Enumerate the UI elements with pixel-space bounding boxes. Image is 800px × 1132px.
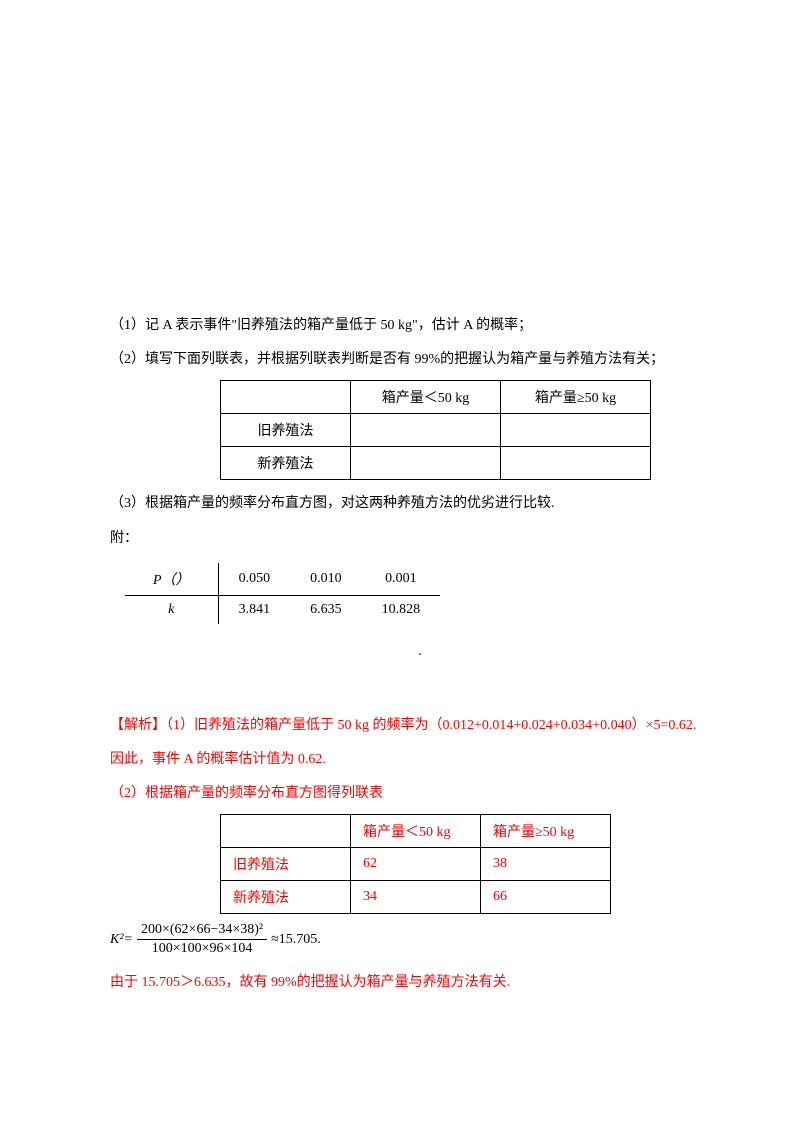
solution-conclusion: 由于 15.705＞6.635，故有 99%的把握认为箱产量与养殖方法有关. [110,967,730,999]
table1-r0c2 [501,414,651,447]
question-3: （3）根据箱产量的频率分布直方图，对这两种养殖方法的优劣进行比较. [110,488,730,520]
table2-h0 [221,815,351,848]
solution-1: 【解析】（1）旧养殖法的箱产量低于 50 kg 的频率为（0.012+0.014… [110,710,730,742]
formula-denominator: 100×100×96×104 [148,940,257,957]
solution-1b: 因此，事件 A 的概率估计值为 0.62. [110,744,730,776]
table2-r1c2: 66 [481,881,611,914]
table1-h2: 箱产量≥50 kg [501,381,651,414]
ref-h0: 0.050 [218,563,290,596]
question-2: （2）填写下面列联表，并根据列联表判断是否有 99%的把握认为箱产量与养殖方法有… [110,344,730,376]
table2-h2: 箱产量≥50 kg [481,815,611,848]
ref-row-label: k [125,595,218,624]
question-1: （1）记 A 表示事件"旧养殖法的箱产量低于 50 kg"，估计 A 的概率； [110,310,730,342]
table2-r0c2: 38 [481,848,611,881]
solution-2: （2）根据箱产量的频率分布直方图得列联表 [110,778,730,810]
table2-r0c0: 旧养殖法 [221,848,351,881]
table2-h1: 箱产量＜50 kg [351,815,481,848]
table2-r1c0: 新养殖法 [221,881,351,914]
ref-v0: 3.841 [218,595,290,624]
ref-v1: 6.635 [290,595,362,624]
table1-r1c2 [501,447,651,480]
table2-r0c1: 62 [351,848,481,881]
table2-r1c1: 34 [351,881,481,914]
formula-suffix: ≈15.705. [271,932,321,948]
reference-table: P（） 0.050 0.010 0.001 k 3.841 6.635 10.8… [125,563,730,624]
contingency-table-blank: 箱产量＜50 kg 箱产量≥50 kg 旧养殖法 新养殖法 [220,380,651,480]
table1-h0 [221,381,351,414]
formula-numerator: 200×(62×66−34×38)² [137,922,267,940]
ref-h2: 0.001 [362,563,441,596]
center-dot: . [110,644,730,660]
ref-header-label: P（） [125,563,218,596]
contingency-table-filled: 箱产量＜50 kg 箱产量≥50 kg 旧养殖法 62 38 新养殖法 34 6… [220,814,611,914]
formula-prefix: K²= [110,932,133,948]
table1-r0c1 [351,414,501,447]
ref-h1: 0.010 [290,563,362,596]
table1-r1c0: 新养殖法 [221,447,351,480]
ref-v2: 10.828 [362,595,441,624]
k-squared-formula: K²= 200×(62×66−34×38)² 100×100×96×104 ≈1… [110,922,730,957]
attachment-label: 附： [110,523,730,555]
table1-r1c1 [351,447,501,480]
table1-r0c0: 旧养殖法 [221,414,351,447]
table1-h1: 箱产量＜50 kg [351,381,501,414]
